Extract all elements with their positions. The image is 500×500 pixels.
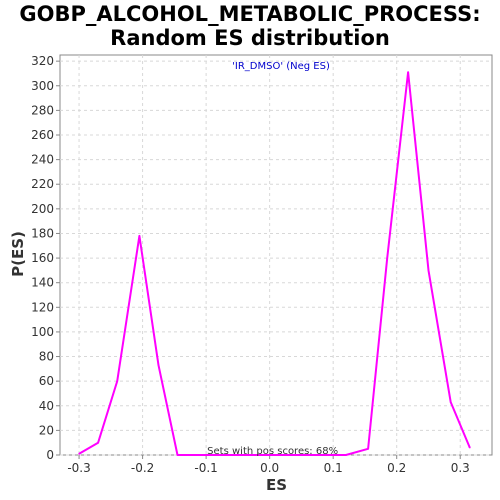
grid <box>59 54 493 456</box>
plot-background <box>59 54 493 456</box>
y-tick-label: 180 <box>31 226 54 240</box>
y-tick-label: 20 <box>39 423 54 437</box>
y-tick-label: 300 <box>31 79 54 93</box>
data-point <box>198 454 201 456</box>
y-tick-label: 160 <box>31 251 54 265</box>
data-point <box>78 452 80 455</box>
x-tick-label: -0.1 <box>194 461 217 475</box>
y-tick-label: 240 <box>31 153 54 167</box>
y-tick-label: 280 <box>31 103 54 117</box>
y-tick-label: 140 <box>31 276 54 290</box>
data-point <box>407 71 409 74</box>
x-tick-label: -0.2 <box>131 461 154 475</box>
series-layer <box>78 71 471 456</box>
annotations: 'IR_DMSO' (Neg ES) Sets with pos scores: … <box>207 61 338 457</box>
data-point <box>468 446 471 449</box>
data-point <box>386 257 388 259</box>
x-tick-label: 0.3 <box>451 461 470 475</box>
y-tick-label: 60 <box>39 374 54 388</box>
x-tick-label: -0.3 <box>67 461 90 475</box>
x-tick-label: 0.2 <box>387 461 406 475</box>
data-point <box>218 454 220 456</box>
data-point <box>268 454 271 456</box>
data-point <box>116 380 118 382</box>
y-tick-label: 80 <box>39 350 54 364</box>
axes <box>56 60 461 459</box>
x-tick-label: 0.0 <box>260 461 279 475</box>
data-point <box>345 454 347 456</box>
legend-entry: 'IR_DMSO' (Neg ES) <box>232 61 330 72</box>
x-axis-title: ES <box>266 476 288 494</box>
y-tick-label: 220 <box>31 177 54 191</box>
data-point <box>176 454 179 456</box>
chart-title-line-2: Random ES distribution <box>110 26 390 50</box>
data-point <box>97 441 99 444</box>
pos-scores-annotation: Sets with pos scores: 68% <box>207 446 338 457</box>
data-point <box>449 401 452 403</box>
y-tick-label: 120 <box>31 300 54 314</box>
chart-title-line-1: GOBP_ALCOHOL_METABOLIC_PROCESS: <box>19 2 481 26</box>
y-tick-label: 320 <box>31 54 54 68</box>
data-point <box>138 235 141 237</box>
data-point <box>319 454 322 456</box>
y-tick-label: 40 <box>39 399 54 413</box>
tick-labels: 0 20 40 60 80 100 120 140 160 180 200 220 240 260 280 3… <box>31 54 470 475</box>
y-tick-label: 260 <box>31 128 54 142</box>
x-tick-label: 0.1 <box>324 461 343 475</box>
y-axis-title: P(ES) <box>8 231 27 277</box>
data-point <box>427 269 430 272</box>
y-tick-label: 0 <box>46 448 54 462</box>
y-tick-label: 100 <box>31 325 54 339</box>
y-tick-label: 200 <box>31 202 54 216</box>
data-point <box>367 448 369 450</box>
data-point <box>157 364 160 366</box>
